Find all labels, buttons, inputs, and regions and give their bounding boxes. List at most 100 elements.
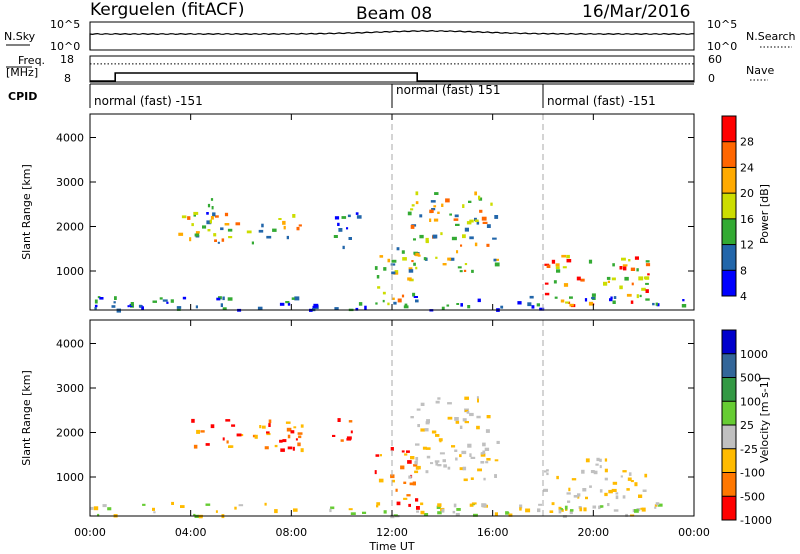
power-cell: [159, 297, 163, 300]
power-cell: [181, 215, 187, 219]
power-cell: [97, 296, 101, 299]
power-cell: [285, 301, 290, 304]
velocity-cell: [222, 437, 225, 441]
power-colorbar-tick-label: 8: [740, 264, 747, 277]
velocity-cell: [292, 446, 295, 451]
power-colorbar-swatch: [722, 193, 736, 219]
velocity-cell: [300, 424, 304, 428]
power-cell: [565, 301, 570, 304]
power-cell: [449, 257, 455, 261]
power-cell: [536, 303, 540, 307]
velocity-cell: [346, 438, 352, 441]
power-cell: [258, 229, 264, 233]
power-cell: [569, 296, 573, 299]
velocity-cell: [300, 448, 304, 453]
nave-label: Nave: [746, 64, 774, 77]
velocity-cell: [332, 434, 336, 437]
velocity-cell: [350, 512, 356, 515]
velocity-cell: [466, 411, 470, 414]
power-cell: [111, 305, 116, 308]
power-cell: [624, 276, 629, 281]
power-cell: [492, 237, 497, 240]
velocity-cell: [142, 503, 146, 506]
power-cell: [445, 198, 450, 203]
frequency-trace: [90, 72, 694, 82]
velocity-cell: [266, 431, 270, 434]
power-cell: [415, 266, 418, 270]
velocity-cell: [570, 509, 574, 512]
velocity-cell: [346, 436, 352, 440]
noise-right-tick-bottom: 10^0: [707, 40, 737, 53]
power-cell: [206, 212, 209, 215]
velocity-cell: [280, 448, 285, 452]
velocity-cell: [430, 462, 434, 465]
velocity-cell: [595, 463, 599, 466]
velocity-cell: [416, 408, 421, 411]
velocity-cell: [476, 425, 480, 430]
velocity-cell: [638, 494, 643, 498]
power-cell: [182, 296, 187, 300]
velocity-colorbar-tick-label: 1000: [740, 348, 768, 361]
power-cell: [403, 305, 409, 309]
power-colorbar-label: Power [dB]: [758, 184, 771, 244]
power-cell: [419, 234, 424, 239]
power-cell: [454, 214, 459, 218]
velocity-cell: [546, 472, 549, 476]
power-cell: [187, 216, 191, 220]
velocity-cell: [439, 452, 445, 455]
velocity-cell: [459, 425, 463, 429]
nave-tick-bottom: 0: [708, 72, 715, 85]
velocity-cell: [485, 429, 490, 433]
power-cell: [251, 241, 254, 245]
velocity-cell: [630, 480, 634, 483]
velocity-cell: [375, 454, 380, 457]
x-tick-label: 00:00: [678, 526, 710, 539]
power-cell: [348, 237, 352, 240]
power-cell: [476, 221, 480, 225]
velocity-cell: [191, 418, 195, 423]
velocity-cell: [546, 469, 549, 472]
freq-label-top: Freq.: [18, 54, 45, 67]
beam-title: Beam 08: [356, 4, 432, 24]
power-cell: [411, 204, 415, 207]
power-cell: [221, 238, 225, 242]
power-cell: [645, 298, 650, 301]
velocity-cell: [581, 469, 585, 474]
velocity-cell: [486, 415, 491, 419]
power-cell: [423, 257, 427, 261]
power-cell: [207, 203, 211, 208]
velocity-cell: [420, 428, 426, 432]
station-title: Kerguelen (fitACF): [90, 0, 244, 20]
velocity-cell: [471, 502, 477, 505]
velocity-cell: [261, 425, 266, 429]
power-cell: [463, 269, 467, 272]
power-cell: [408, 269, 414, 273]
velocity-cell: [579, 507, 583, 512]
power-cell: [298, 224, 302, 227]
power-cell: [619, 266, 623, 270]
power-cell: [387, 302, 390, 306]
power-cell: [287, 302, 291, 306]
power-cell: [413, 262, 416, 266]
power-cell: [224, 223, 230, 226]
velocity-cell: [480, 461, 485, 464]
velocity-cell: [410, 416, 414, 419]
velocity-cell: [654, 504, 658, 507]
power-cell: [471, 269, 474, 273]
power-cell: [641, 287, 646, 291]
velocity-cell: [469, 503, 474, 507]
velocity-cell: [293, 508, 298, 512]
power-cell: [591, 293, 596, 297]
power-cell: [607, 280, 610, 283]
velocity-cell: [477, 398, 479, 403]
power-cell: [94, 299, 98, 304]
velocity-cell: [462, 418, 467, 422]
power-cell: [544, 282, 549, 285]
velocity-cell: [627, 477, 632, 481]
velocity-cell: [390, 447, 394, 451]
velocity-colorbar-tick-label: -1000: [740, 514, 772, 527]
power-cell: [456, 303, 460, 305]
x-tick-label: 08:00: [275, 526, 307, 539]
power-cell: [194, 233, 200, 237]
power-colorbar-swatch: [722, 116, 736, 142]
